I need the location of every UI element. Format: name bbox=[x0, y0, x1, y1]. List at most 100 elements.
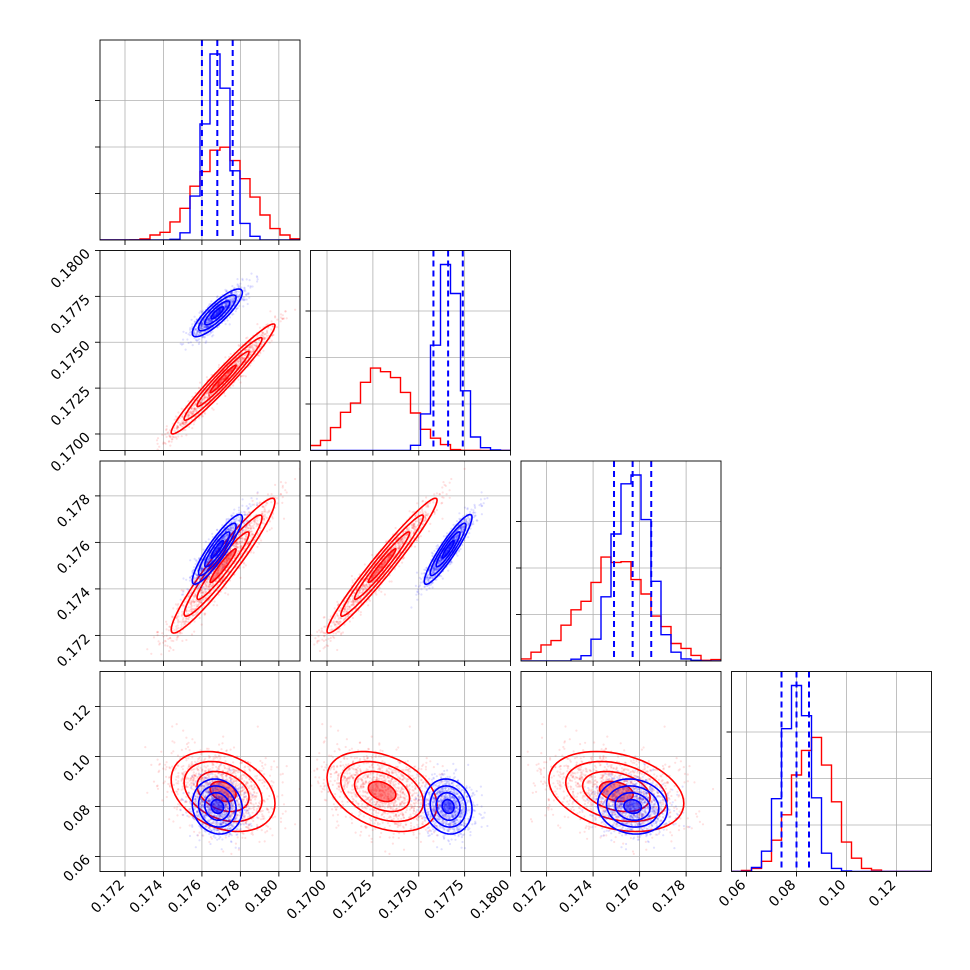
sample-point bbox=[208, 586, 211, 589]
sample-point bbox=[192, 600, 195, 603]
sample-point bbox=[230, 292, 233, 295]
sample-point bbox=[200, 322, 203, 326]
sample-point bbox=[208, 318, 211, 321]
sample-point bbox=[256, 504, 259, 507]
sample-point bbox=[243, 528, 246, 532]
sample-point bbox=[222, 565, 225, 568]
sample-point bbox=[224, 356, 227, 359]
sample-point bbox=[218, 309, 221, 312]
sample-point bbox=[207, 318, 210, 321]
sample-point bbox=[266, 323, 269, 326]
sample-point bbox=[209, 320, 212, 323]
sample-point bbox=[188, 579, 192, 582]
sample-point bbox=[261, 522, 264, 525]
sample-point bbox=[203, 326, 206, 330]
sample-point bbox=[205, 580, 208, 583]
sample-point bbox=[240, 544, 243, 547]
sample-point bbox=[225, 559, 228, 562]
sample-point bbox=[220, 563, 224, 566]
sample-point bbox=[175, 627, 178, 630]
sample-point bbox=[281, 486, 284, 489]
sample-point bbox=[239, 544, 242, 547]
sample-point bbox=[233, 508, 236, 511]
sample-point bbox=[240, 358, 243, 361]
sample-point bbox=[195, 318, 198, 321]
sample-point bbox=[206, 594, 209, 597]
sample-point bbox=[227, 301, 230, 305]
sample-point bbox=[209, 331, 213, 334]
sample-point bbox=[259, 352, 262, 355]
sample-point bbox=[210, 300, 213, 303]
sample-point bbox=[191, 614, 194, 617]
sample-point bbox=[207, 396, 210, 399]
sample-point bbox=[191, 411, 194, 414]
sample-point bbox=[180, 422, 183, 425]
sample-point bbox=[263, 518, 266, 521]
sample-point bbox=[247, 526, 250, 530]
sample-point bbox=[208, 394, 211, 397]
sample-point bbox=[258, 501, 262, 504]
sample-point bbox=[241, 498, 244, 501]
sample-point bbox=[205, 321, 208, 324]
sample-point bbox=[216, 402, 219, 405]
sample-point bbox=[184, 606, 187, 609]
sample-point bbox=[237, 546, 240, 549]
sample-point bbox=[208, 320, 211, 324]
sample-point bbox=[251, 350, 255, 353]
sample-point bbox=[236, 295, 239, 298]
sample-point bbox=[235, 360, 238, 364]
sample-point bbox=[246, 302, 249, 306]
sample-point bbox=[210, 319, 213, 322]
sample-point bbox=[260, 343, 263, 346]
sample-point bbox=[182, 604, 185, 607]
sample-point bbox=[245, 525, 249, 529]
sample-point bbox=[235, 541, 238, 544]
sample-point bbox=[184, 423, 187, 426]
sample-point bbox=[230, 369, 233, 372]
sample-point bbox=[229, 553, 232, 557]
sample-point bbox=[207, 584, 210, 587]
sample-point bbox=[205, 584, 208, 588]
sample-point bbox=[217, 567, 220, 570]
sample-point bbox=[261, 331, 264, 334]
sample-point bbox=[187, 400, 190, 403]
sample-point bbox=[237, 509, 241, 512]
sample-point bbox=[193, 406, 196, 410]
sample-point bbox=[224, 558, 227, 561]
sample-point bbox=[200, 623, 203, 626]
sample-point bbox=[274, 483, 277, 486]
sample-point bbox=[182, 422, 185, 425]
sample-point bbox=[173, 418, 176, 421]
sample-point bbox=[224, 304, 227, 307]
sample-point bbox=[189, 603, 192, 606]
sample-point bbox=[146, 457, 148, 459]
sample-point bbox=[271, 515, 274, 518]
sample-point bbox=[224, 374, 227, 377]
sample-point bbox=[208, 395, 211, 398]
sample-point bbox=[182, 616, 185, 619]
sample-point bbox=[223, 560, 226, 563]
sample-point bbox=[185, 618, 188, 621]
sample-point bbox=[219, 309, 222, 312]
sample-point bbox=[204, 326, 208, 329]
sample-point bbox=[222, 565, 225, 569]
sample-point bbox=[188, 609, 191, 613]
sample-point bbox=[199, 601, 202, 604]
sample-point bbox=[233, 297, 236, 300]
sample-point bbox=[236, 296, 239, 299]
sample-point bbox=[192, 331, 196, 334]
sample-point bbox=[193, 595, 196, 598]
sample-point bbox=[203, 325, 206, 329]
contour-line bbox=[210, 306, 225, 320]
sample-point bbox=[146, 648, 149, 651]
sample-point bbox=[197, 322, 200, 325]
sample-point bbox=[221, 378, 224, 381]
sample-point bbox=[226, 560, 229, 563]
sample-point bbox=[191, 413, 194, 416]
sample-point bbox=[203, 397, 206, 400]
sample-point bbox=[155, 439, 159, 442]
sample-point bbox=[256, 519, 259, 522]
sample-point bbox=[237, 286, 241, 289]
sample-point bbox=[246, 292, 249, 295]
sample-point bbox=[201, 591, 205, 594]
